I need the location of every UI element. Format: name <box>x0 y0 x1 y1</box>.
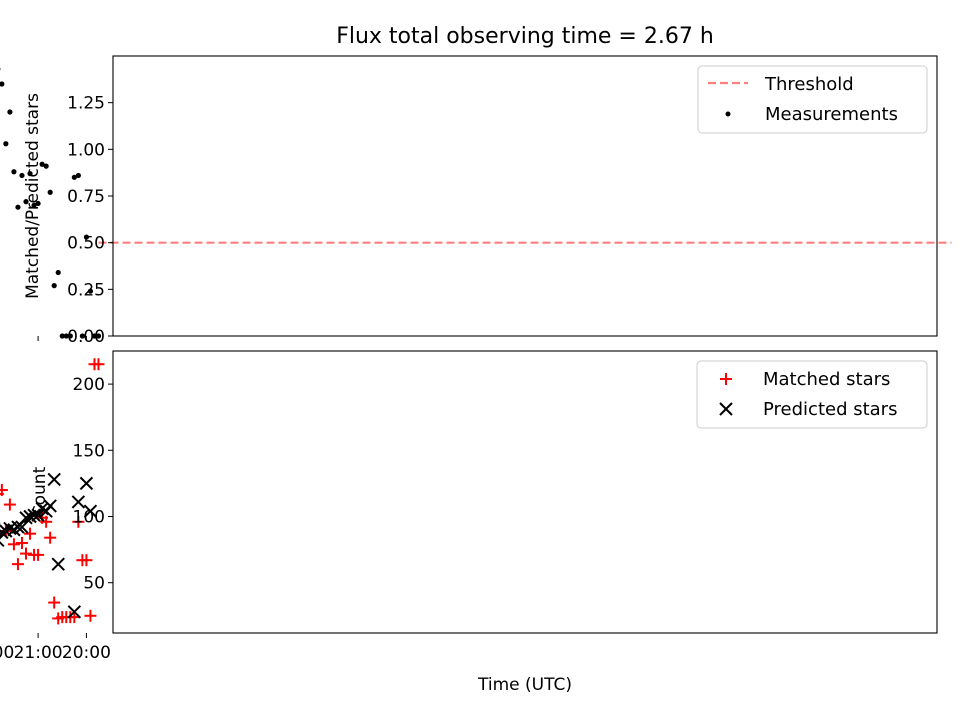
measurement-point <box>63 333 69 339</box>
matched-stars-point <box>72 515 85 528</box>
legend-predicted-label: Predicted stars <box>763 399 897 420</box>
predicted-stars-point <box>51 557 65 571</box>
measurement-point <box>27 171 33 177</box>
matched-stars-point <box>52 612 65 625</box>
bottom-x-axis-label: Time (UTC) <box>477 675 572 695</box>
top-panel: 0.000.250.500.751.001.25 Matched/Predict… <box>0 55 952 347</box>
measurement-point <box>67 333 73 339</box>
y-tick-label: 100 <box>73 507 105 527</box>
matched-stars-point <box>3 498 16 511</box>
measurement-point <box>31 202 37 208</box>
top-legend: Threshold Measurements <box>697 65 928 134</box>
predicted-stars-point <box>23 509 37 524</box>
matched-stars-point <box>24 527 37 540</box>
matched-stars-point <box>84 609 97 622</box>
measurement-point <box>35 200 41 207</box>
measurement-point <box>19 172 25 179</box>
matched-stars-point <box>0 492 4 495</box>
x-tick-label: 22:00 <box>0 643 14 663</box>
legend-predicted-swatch <box>719 402 733 416</box>
top-axes-frame <box>112 55 938 337</box>
measurement-point <box>7 109 13 115</box>
measurement-point <box>47 189 53 195</box>
predicted-stars-point <box>0 533 5 548</box>
matched-stars-point <box>11 558 24 571</box>
y-tick-label: 1.25 <box>67 94 105 114</box>
measurement-point <box>91 333 98 339</box>
figure-title: Flux total observing time = 2.67 h <box>336 24 714 49</box>
predicted-stars-point <box>35 501 49 516</box>
y-tick-label: 50 <box>83 574 105 594</box>
measurement-point <box>95 333 102 339</box>
matched-stars-point <box>76 554 89 567</box>
measurement-point <box>3 141 9 147</box>
y-tick-label: 1.00 <box>67 140 105 160</box>
matched-stars-point <box>48 596 61 609</box>
top-y-axis-label: Matched/Predicted stars <box>23 93 43 299</box>
measurement-point <box>39 161 45 167</box>
predicted-stars-point <box>83 504 98 518</box>
measurement-point <box>55 269 61 276</box>
legend-threshold-label: Threshold <box>764 74 854 95</box>
predicted-stars-point <box>27 508 41 522</box>
predicted-stars-point <box>71 495 86 509</box>
measurement-point <box>59 333 65 339</box>
matched-stars-point <box>28 548 41 561</box>
matched-stars-point <box>15 536 28 549</box>
legend-measurements-label: Measurements <box>765 104 898 125</box>
matched-stars-point <box>20 547 33 560</box>
measurement-point <box>71 174 77 180</box>
measurement-point <box>83 234 90 240</box>
measurement-point <box>11 169 17 175</box>
matched-stars-point <box>44 531 57 544</box>
predicted-stars-point <box>67 605 82 619</box>
matched-stars-point <box>7 538 20 551</box>
bottom-legend: Matched stars Predicted stars <box>696 360 928 429</box>
x-tick-label: 20:00 <box>62 643 111 663</box>
legend-measurements-swatch <box>725 111 731 117</box>
x-tick-label: 21:00 <box>14 643 63 663</box>
y-tick-label: 200 <box>73 375 105 395</box>
predicted-stars-point <box>0 525 9 540</box>
measurement-point <box>15 204 21 210</box>
measurement-point <box>23 199 29 205</box>
measurement-point <box>51 283 57 289</box>
measurement-point <box>79 333 85 339</box>
measurement-point <box>0 81 5 87</box>
y-tick-label: 0.50 <box>67 234 105 254</box>
bottom-y-axis-label: Count <box>30 466 50 517</box>
measurement-point <box>75 172 81 179</box>
measurement-point <box>87 288 94 294</box>
y-tick-label: 150 <box>73 441 105 461</box>
legend-matched-label: Matched stars <box>763 369 890 390</box>
predicted-stars-point <box>47 472 61 487</box>
y-tick-label: 0.25 <box>67 280 105 300</box>
predicted-stars-point <box>79 476 94 491</box>
bottom-axes-frame <box>112 350 938 634</box>
measurement-point <box>43 163 49 169</box>
predicted-stars-point <box>15 520 29 534</box>
legend-matched-swatch <box>720 373 732 385</box>
matched-stars-point <box>88 358 101 371</box>
y-tick-label: 0.75 <box>67 187 105 207</box>
